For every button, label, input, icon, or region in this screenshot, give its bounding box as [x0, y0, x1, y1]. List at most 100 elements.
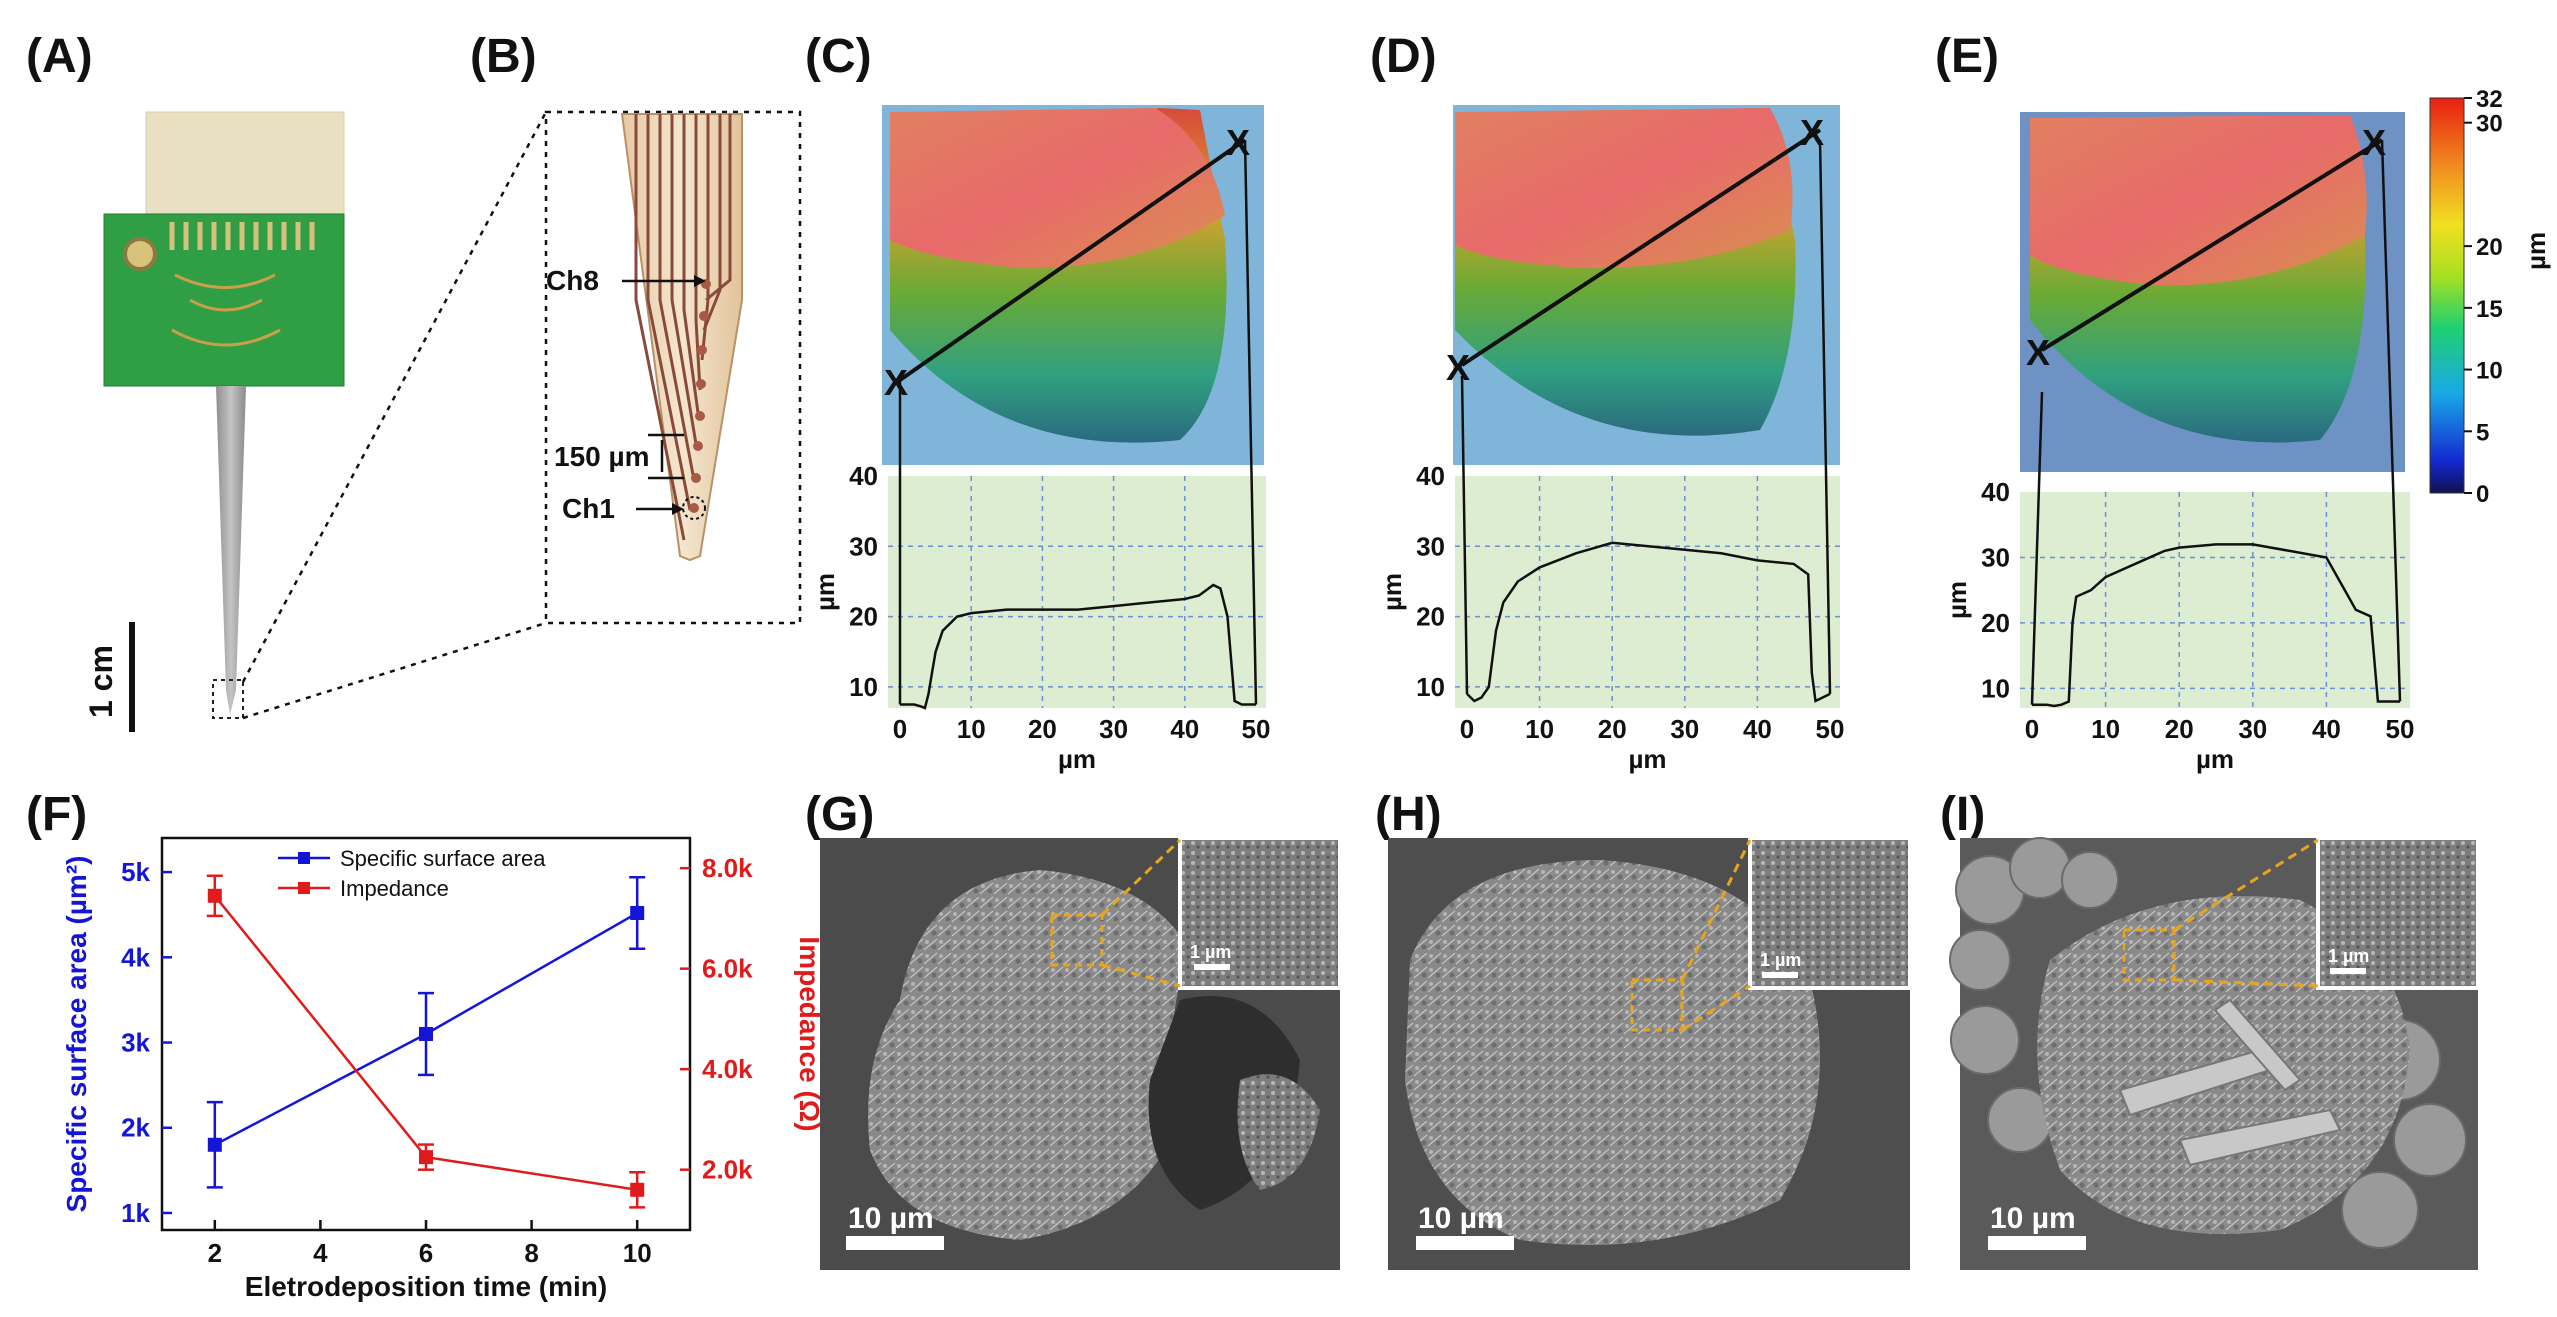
colorbar-tick-label: 0: [2476, 481, 2489, 508]
y-axis-label: µm: [1377, 573, 1407, 611]
data-point: [630, 1182, 645, 1197]
y-axis-label: µm: [810, 573, 840, 611]
chart-f: 2 4 6 8 10 1k 2k 3k 4k 5k 2.0k 4.0k 6.0k 8.0k Eletrode…: [61, 836, 825, 1302]
inset-link-g-2: [1101, 963, 1181, 988]
panel-a-label: (A): [26, 30, 93, 83]
panel-f-label: (F): [26, 788, 87, 841]
y2-axis-label: Impedance (Ω): [794, 936, 825, 1131]
x-tick-label: 10: [957, 714, 986, 744]
panel-h-label: (H): [1375, 788, 1442, 841]
y-tick-label: 2k: [121, 1113, 150, 1143]
pillar-top-c: [890, 108, 1225, 269]
colorbar-tick-label: 5: [2476, 419, 2489, 446]
ch1-arrowhead: [672, 503, 684, 515]
ch8-label: Ch8: [546, 265, 599, 296]
x-tick-label: 40: [1170, 714, 1199, 744]
x-axis-label: Eletrodeposition time (min): [245, 1271, 607, 1302]
sem-structure-g: [868, 870, 1190, 1240]
electrode-traces: [634, 114, 732, 541]
data-point: [419, 1027, 433, 1041]
pcb-mount-hole: [123, 237, 157, 271]
x-tick-label: 4: [313, 1238, 328, 1268]
zoom-line-bottom: [242, 621, 547, 720]
y-tick-label: 4k: [121, 942, 150, 972]
profile-line-d: [1466, 541, 1831, 703]
panel-g-label: (G): [805, 788, 874, 841]
legend-label: Impedance: [340, 876, 449, 901]
y2-tick-label: 6.0k: [702, 954, 753, 984]
y-axis-label: µm: [1942, 581, 1972, 619]
profile-chart-d: 0 10 20 30 40 50 10 20 30 40 µm µm: [1377, 139, 1845, 774]
panel-e-label: (E): [1935, 30, 1999, 83]
data-point: [207, 1137, 222, 1152]
panel-b-label: (B): [470, 30, 537, 83]
colorbar-tick-label: 10: [2476, 358, 2503, 385]
colorbar-tick-label: 15: [2476, 296, 2503, 323]
pcb-traces: [171, 273, 281, 347]
ch8-arrowhead: [694, 275, 706, 287]
y-tick-label: 1k: [121, 1198, 150, 1228]
panel-c-label: (C): [805, 30, 872, 83]
x-tick-label: 20: [2165, 714, 2194, 744]
sem-inset-g: [1178, 836, 1342, 990]
ch1-label: Ch1: [562, 493, 615, 524]
y-tick-label: 40: [1416, 461, 1445, 491]
scale-bar-a-label: 1 cm: [83, 645, 119, 718]
x-tick-label: 10: [2091, 714, 2120, 744]
x-tick-label: 20: [1028, 714, 1057, 744]
pcb-pins: [169, 222, 315, 250]
x-tick-label: 50: [1816, 714, 1845, 744]
data-point: [207, 888, 222, 903]
x-tick-label: 0: [2025, 714, 2039, 744]
x-tick-label: 50: [2386, 714, 2415, 744]
inset-link-g-1: [1100, 838, 1182, 917]
inset-region-g: [1050, 913, 1104, 967]
inset-link-i-2: [2173, 978, 2319, 988]
panel-i-label: (I): [1940, 788, 1985, 841]
pillar-top-d: [1455, 108, 1793, 269]
scale-bar-i-label: 10 µm: [1990, 1202, 2076, 1235]
x-tick-label: 6: [419, 1238, 433, 1268]
x-axis-label: µm: [1058, 744, 1096, 774]
colorbar-unit: µm: [2521, 232, 2551, 270]
y-tick-label: 10: [1416, 672, 1445, 702]
profile-bg-e: [2020, 492, 2410, 708]
x-axis-label: µm: [1628, 744, 1666, 774]
scan-marker-c-start: X: [884, 362, 908, 403]
panel-a: (A) 1 cm: [26, 30, 345, 732]
x-tick-label: 10: [1525, 714, 1554, 744]
scan-line-c: [898, 138, 1247, 382]
x-tick-label: 0: [1460, 714, 1474, 744]
scan-marker-d-start: X: [1446, 347, 1470, 388]
inset-scale-h-label: 1 µm: [1760, 950, 1801, 970]
y2-tick-label: 8.0k: [702, 853, 753, 883]
scan-marker-e-start: X: [2026, 332, 2050, 373]
panel-h: (H) 1 µm 10 µm: [1375, 788, 1912, 1270]
inset-scale-i-label: 1 µm: [2328, 946, 2369, 966]
x-tick-label: 40: [2312, 714, 2341, 744]
y-tick-label: 20: [1416, 602, 1445, 632]
electrode-tip: [620, 113, 743, 562]
y-tick-label: 30: [849, 531, 878, 561]
connector-left: [1460, 375, 1469, 694]
inset-scale-h-bar: [1762, 972, 1798, 978]
scale-bar-i: [1988, 1236, 2086, 1250]
pillar-top-e: [2030, 115, 2367, 286]
inset-region-i: [2122, 928, 2176, 982]
legend-marker: [298, 882, 310, 894]
scan-line-e: [2040, 138, 2384, 352]
inset-region-h: [1630, 978, 1684, 1032]
panel-b: (B) Ch8 150 µm Ch1: [470, 30, 802, 625]
legend-label: Specific surface area: [340, 846, 546, 871]
x-tick-label: 30: [1099, 714, 1128, 744]
y-tick-label: 5k: [121, 857, 150, 887]
x-tick-label: 40: [1743, 714, 1772, 744]
zoom-line-top: [241, 111, 548, 683]
scale-bar-g-label: 10 µm: [848, 1202, 934, 1235]
scan-line-d: [1460, 128, 1822, 367]
x-tick-label: 2: [208, 1238, 222, 1268]
connector-right: [1243, 139, 1258, 705]
connector-left: [2030, 391, 2044, 705]
